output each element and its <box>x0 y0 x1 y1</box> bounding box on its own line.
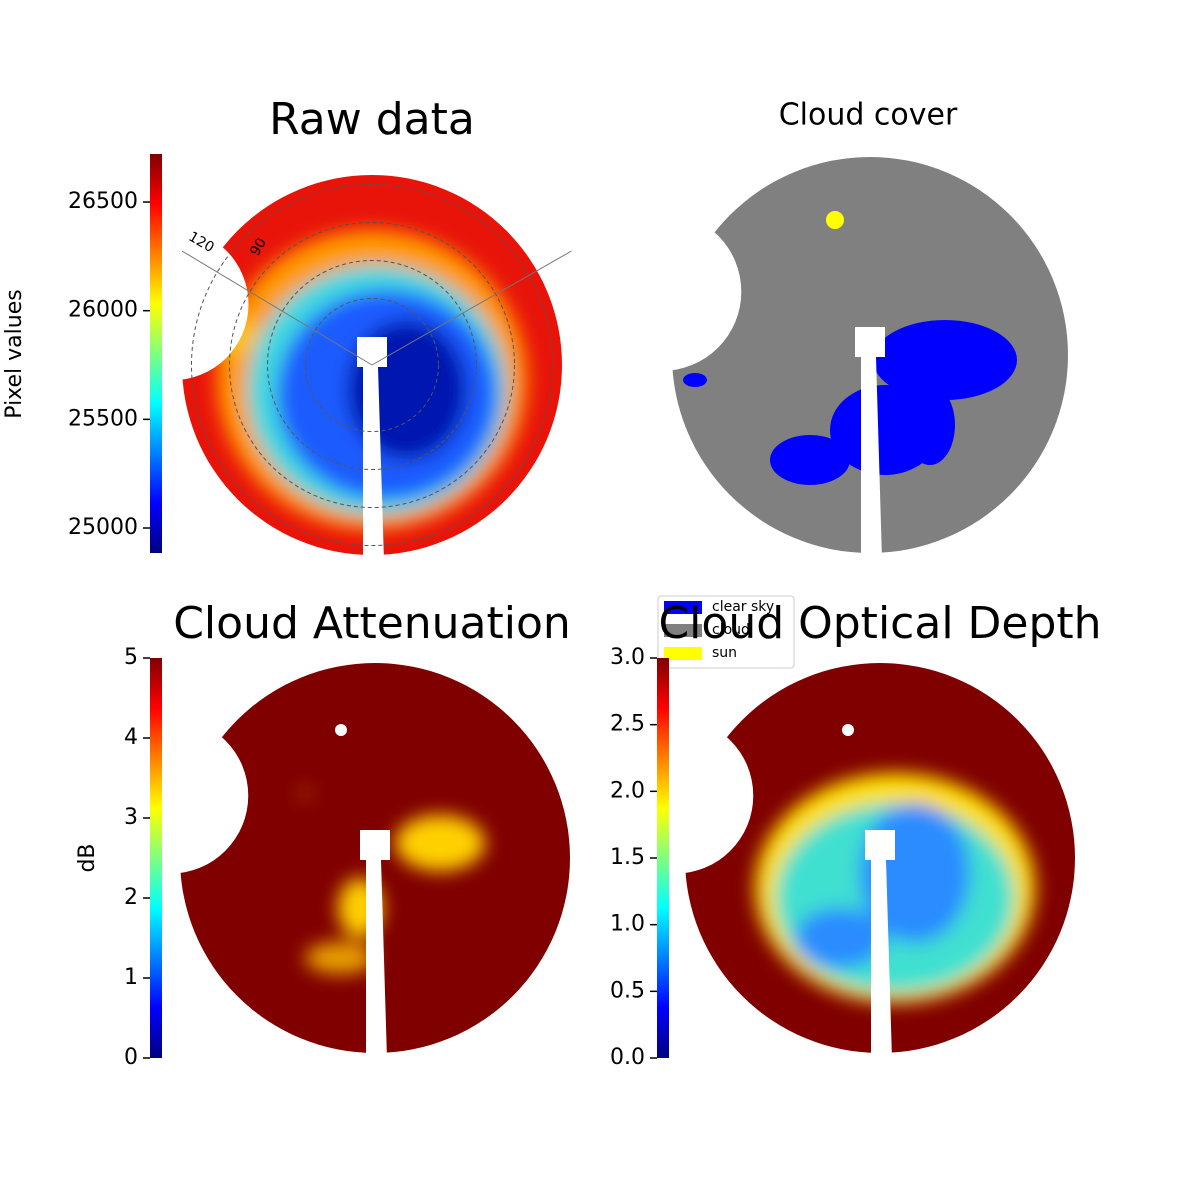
panel-title: Cloud Optical Depth <box>658 598 1101 649</box>
sky-image <box>96 175 562 561</box>
colorbar-tick-label: 4 <box>124 725 138 750</box>
colorbar-tick-label: 26500 <box>68 189 138 214</box>
legend-label: cloud <box>712 622 750 638</box>
cloud-region <box>795 908 885 968</box>
cloud-region <box>395 815 485 871</box>
colorbar-label: dB <box>75 843 100 872</box>
mask-pole-head <box>855 327 885 357</box>
cloud-region <box>301 789 309 797</box>
mask-bite <box>582 212 742 371</box>
mask-pole-head <box>865 830 895 860</box>
colorbar-tick-label: 25000 <box>68 515 138 540</box>
colorbar-tick-label: 1.0 <box>610 912 645 937</box>
mask-pole <box>366 860 387 1059</box>
cloud-region <box>770 435 850 485</box>
mask-pole-head <box>357 337 387 367</box>
colorbar <box>657 658 669 1058</box>
colorbar-tick-label: 1.5 <box>610 845 645 870</box>
panel-title: Cloud Attenuation <box>173 598 571 649</box>
colorbar-tick-label: 2.0 <box>610 778 645 803</box>
cloud-region <box>305 942 375 974</box>
colorbar-tick-label: 0 <box>124 1045 138 1070</box>
colorbar-label: Pixel values <box>2 289 27 418</box>
mask-pole <box>861 357 882 559</box>
polar-spoke <box>371 250 572 366</box>
cloud-field <box>683 320 1017 485</box>
polar-grid <box>267 260 477 470</box>
mask-pole <box>363 367 384 561</box>
mask-bite <box>597 717 754 874</box>
legend-label: sun <box>712 645 737 661</box>
sun-spot <box>842 724 854 736</box>
legend-swatch <box>664 601 702 614</box>
colorbar-tick-label: 25500 <box>68 406 138 431</box>
colorbar-tick-label: 1 <box>124 965 138 990</box>
colorbar-tick-label: 5 <box>124 645 138 670</box>
legend-swatch <box>664 647 702 660</box>
sky-image <box>582 157 1068 559</box>
mask-pole-head <box>360 830 390 860</box>
polar-label: 90 <box>247 235 270 258</box>
mask-bite <box>96 228 249 381</box>
sky-image <box>92 663 570 1059</box>
polar-grid <box>191 184 553 546</box>
sky-image <box>597 663 1075 1059</box>
cloud-region <box>873 320 1017 400</box>
colorbar-tick-label: 3.0 <box>610 645 645 670</box>
colorbar-tick-label: 3 <box>124 805 138 830</box>
cloud-field <box>755 773 1035 1003</box>
colorbar-tick-label: 0.5 <box>610 978 645 1003</box>
sun-spot <box>335 724 347 736</box>
mask-pole <box>871 860 892 1059</box>
polar-spoke <box>181 250 373 366</box>
mask-bite <box>92 717 249 874</box>
colorbar-tick-label: 2.5 <box>610 712 645 737</box>
colorbar-tick-label: 0.0 <box>610 1045 645 1070</box>
cloud-region <box>683 373 707 387</box>
colorbar <box>150 658 162 1058</box>
panel-title: Cloud cover <box>779 98 958 133</box>
legend-swatch <box>664 624 702 637</box>
polar-grid <box>305 298 439 432</box>
legend-label: clear sky <box>712 599 774 615</box>
colorbar-tick-label: 26000 <box>68 298 138 323</box>
sun-spot <box>826 211 844 229</box>
colorbar <box>150 154 162 553</box>
polar-grid <box>229 222 515 508</box>
colorbar-tick-label: 2 <box>124 885 138 910</box>
cloud-region <box>905 385 955 465</box>
panel-title: Raw data <box>269 94 475 145</box>
